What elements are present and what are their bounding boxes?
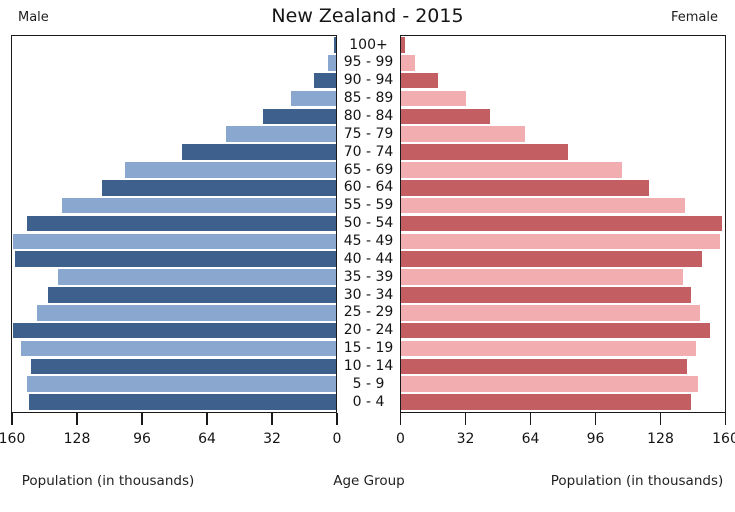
male-axis-tick-label: 128	[63, 431, 91, 447]
male-bar-55-59	[61, 197, 336, 214]
female-bar-5-9	[401, 376, 698, 392]
male-bar-100+	[333, 37, 336, 53]
male-bar-30-34	[47, 287, 336, 303]
male-bar-40-44	[15, 251, 336, 267]
male-axis-tick	[11, 413, 13, 425]
female-bars-panel	[400, 35, 726, 413]
male-bar-45-49	[13, 233, 336, 250]
male-bar-10-14	[31, 358, 336, 375]
age-group-label: 55 - 59	[343, 197, 394, 214]
female-axis-tick	[594, 413, 597, 425]
age-group-label: 35 - 39	[343, 268, 394, 285]
male-bar-65-69	[124, 162, 336, 178]
male-bar-90-94	[313, 72, 336, 89]
female-axis-tick-label: 32	[456, 431, 475, 447]
male-axis-tick	[76, 413, 78, 425]
age-group-label: 95 - 99	[343, 54, 394, 71]
age-axis-title: Age Group	[333, 473, 405, 489]
age-group-label: 70 - 74	[343, 143, 394, 160]
age-group-label: 30 - 34	[343, 286, 394, 303]
female-bar-40-44	[401, 251, 702, 267]
male-axis-tick-label: 64	[198, 431, 216, 447]
male-bar-25-29	[37, 305, 336, 321]
female-bar-50-54	[401, 215, 722, 232]
female-axis-tick	[464, 413, 467, 425]
female-bar-80-84	[401, 108, 491, 125]
age-group-label: 85 - 89	[343, 90, 394, 107]
female-bar-90-94	[401, 72, 438, 89]
female-bar-30-34	[401, 287, 692, 303]
female-bar-25-29	[401, 305, 700, 321]
age-group-label: 100+	[349, 36, 388, 53]
female-bar-70-74	[401, 144, 568, 160]
female-axis-tick-label: 0	[396, 431, 405, 447]
male-bar-15-19	[21, 340, 336, 357]
male-bar-95-99	[327, 55, 336, 71]
female-axis-tick	[399, 413, 402, 425]
female-bar-100+	[401, 37, 406, 53]
age-group-label: 40 - 44	[343, 250, 394, 267]
male-bar-70-74	[181, 144, 336, 160]
male-axis-tick	[336, 413, 338, 425]
male-bar-35-39	[57, 269, 336, 285]
age-group-label: 0 - 4	[352, 393, 385, 410]
age-group-label: 25 - 29	[343, 304, 394, 321]
female-bar-45-49	[401, 233, 720, 250]
male-bar-85-89	[291, 90, 336, 107]
male-bar-60-64	[102, 180, 336, 196]
age-group-label: 20 - 24	[343, 322, 394, 339]
female-bar-85-89	[401, 90, 466, 107]
female-axis-tick	[659, 413, 662, 425]
male-axis-tick-label: 96	[133, 431, 151, 447]
age-group-axis: 100+ 95 - 99 90 - 94 85 - 89 80 - 84 75 - 79 7…	[337, 37, 400, 412]
age-group-label: 45 - 49	[343, 232, 394, 249]
female-side-label: Female	[670, 10, 718, 25]
age-group-label: 50 - 54	[343, 215, 394, 232]
female-bar-65-69	[401, 162, 623, 178]
female-axis-tick-label: 128	[647, 431, 674, 447]
age-group-label: 60 - 64	[343, 179, 394, 196]
male-bars-panel	[11, 35, 337, 413]
male-bar-80-84	[262, 108, 336, 125]
age-group-label: 15 - 19	[343, 340, 394, 357]
male-axis-tick	[206, 413, 208, 425]
female-bar-60-64	[401, 180, 649, 196]
female-axis-tick-label: 96	[586, 431, 605, 447]
male-axis-tick	[271, 413, 273, 425]
male-axis-tick-label: 32	[263, 431, 281, 447]
male-axis-tick	[141, 413, 143, 425]
age-group-label: 90 - 94	[343, 72, 394, 89]
female-bar-75-79	[401, 126, 525, 142]
female-axis-title: Population (in thousands)	[550, 473, 724, 489]
female-bar-55-59	[401, 197, 686, 214]
female-bar-15-19	[401, 340, 696, 357]
age-group-label: 75 - 79	[343, 125, 394, 142]
male-bar-5-9	[27, 376, 336, 392]
female-axis-tick-label: 64	[521, 431, 540, 447]
age-group-label: 10 - 14	[343, 357, 394, 374]
male-axis-title: Population (in thousands)	[21, 473, 195, 489]
chart-title: New Zealand - 2015	[271, 5, 464, 27]
female-bar-0-4	[401, 394, 692, 410]
male-bar-20-24	[13, 322, 336, 339]
male-bar-50-54	[27, 215, 336, 232]
age-group-label: 80 - 84	[343, 107, 394, 124]
male-axis-tick-label: 0	[332, 431, 342, 447]
female-axis-tick-label: 160	[712, 431, 735, 447]
male-bar-0-4	[29, 394, 336, 410]
female-axis-tick	[724, 413, 727, 425]
male-bar-75-79	[226, 126, 336, 142]
female-axis-tick	[529, 413, 532, 425]
female-bar-95-99	[401, 55, 416, 71]
age-group-label: 5 - 9	[352, 375, 385, 392]
female-bar-10-14	[401, 358, 688, 375]
female-bar-20-24	[401, 322, 710, 339]
male-side-label: Male	[18, 10, 49, 25]
female-bar-35-39	[401, 269, 684, 285]
male-axis-tick-label: 160	[0, 431, 26, 447]
age-group-label: 65 - 69	[343, 161, 394, 178]
